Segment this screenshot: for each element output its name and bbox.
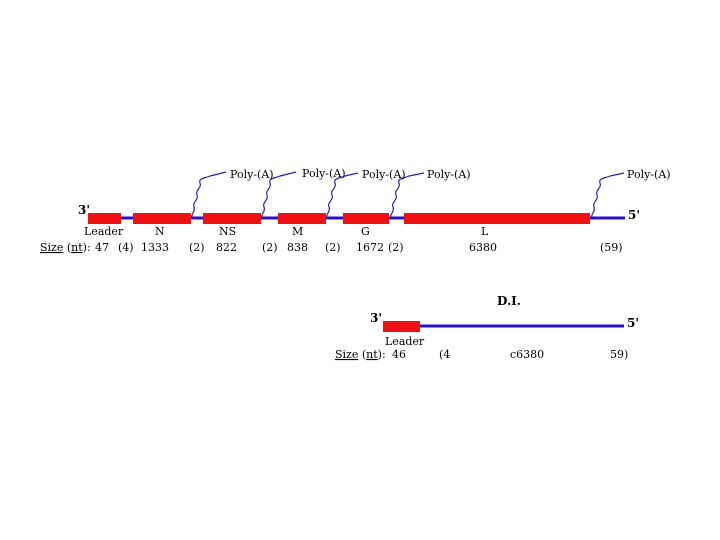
genome-map: 3' 5' Poly-(A) Poly-(A) Poly-(A) Poly-(A… [40, 167, 671, 254]
size-value: (2) [262, 241, 278, 254]
size-value: (59) [600, 241, 623, 254]
di-5-prime-label: 5' [627, 316, 639, 330]
polyA-tails [190, 171, 625, 220]
polyA-label-3: Poly-(A) [362, 168, 406, 181]
size-colon: ): [83, 241, 91, 254]
gene-leader [88, 213, 121, 224]
gene-label-NS: NS [219, 225, 236, 238]
di-leader-label: Leader [385, 335, 425, 348]
size-unit: nt [366, 348, 378, 361]
gene-label-G: G [361, 225, 370, 238]
polyA-squiggle-3 [325, 172, 359, 220]
gene-label-N: N [155, 225, 165, 238]
size-word: Size [335, 348, 358, 361]
polyA-label-2: Poly-(A) [302, 167, 346, 180]
gene-G [343, 213, 389, 224]
gene-M [278, 213, 326, 224]
size-value: (2) [189, 241, 205, 254]
size-value: 47 [95, 241, 109, 254]
size-value: (2) [388, 241, 404, 254]
polyA-squiggle-1 [190, 171, 227, 220]
polyA-squiggle-4 [389, 172, 425, 220]
gene-NS [203, 213, 261, 224]
genome-5-prime-label: 5' [628, 208, 640, 222]
size-value: (4) [118, 241, 134, 254]
di-map: D.I. 3' 5' Leader Size (nt): 46 (4 c6380… [335, 294, 639, 361]
size-value: (2) [325, 241, 341, 254]
di-gene-leader [383, 321, 420, 332]
di-size-value: (4 [439, 348, 450, 361]
size-colon: ): [378, 348, 386, 361]
size-paren-open: ( [63, 241, 71, 254]
genome-3-prime-label: 3' [78, 203, 90, 217]
gene-label-M: M [292, 225, 303, 238]
polyA-label-1: Poly-(A) [230, 168, 274, 181]
gene-N [133, 213, 191, 224]
polyA-squiggle-5 [590, 172, 625, 220]
size-value: 838 [287, 241, 308, 254]
di-size-caption: Size (nt): [335, 348, 386, 361]
genome-size-caption: Size (nt): [40, 241, 91, 254]
polyA-label-4: Poly-(A) [427, 168, 471, 181]
di-title: D.I. [497, 294, 521, 308]
size-value: 1672 [356, 241, 384, 254]
di-size-value: 46 [392, 348, 406, 361]
size-value: 6380 [469, 241, 497, 254]
size-unit: nt [71, 241, 83, 254]
size-paren-open: ( [358, 348, 366, 361]
di-3-prime-label: 3' [370, 311, 382, 325]
size-value: 1333 [141, 241, 169, 254]
polyA-label-5: Poly-(A) [627, 168, 671, 181]
polyA-squiggle-2 [260, 171, 297, 220]
size-word: Size [40, 241, 63, 254]
gene-L [404, 213, 590, 224]
gene-label-L: L [481, 225, 489, 238]
di-size-value: 59) [610, 348, 628, 361]
gene-label-leader: Leader [84, 225, 124, 238]
size-value: 822 [216, 241, 237, 254]
di-size-value: c6380 [510, 348, 544, 361]
